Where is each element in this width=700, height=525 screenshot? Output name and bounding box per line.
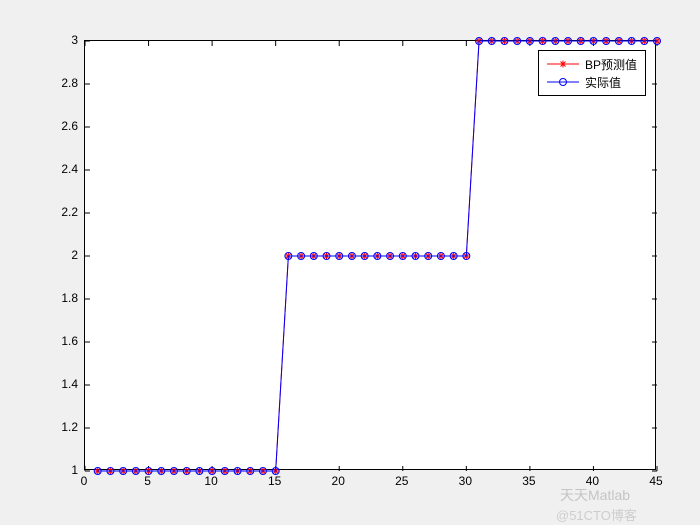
xtick-label: 45 bbox=[649, 474, 662, 488]
xtick-label: 30 bbox=[459, 474, 472, 488]
legend-entry-actual: 实际值 bbox=[545, 73, 639, 91]
watermark-0: 天天Matlab bbox=[560, 485, 630, 505]
xtick-label: 35 bbox=[522, 474, 535, 488]
xtick-label: 25 bbox=[395, 474, 408, 488]
ytick-label: 1.8 bbox=[61, 291, 78, 305]
legend-label: 实际值 bbox=[585, 74, 621, 91]
legend-label: BP预测值 bbox=[585, 56, 637, 73]
xtick-label: 40 bbox=[586, 474, 599, 488]
watermark-1: @51CTO博客 bbox=[556, 505, 637, 524]
legend: BP预测值实际值 bbox=[538, 50, 646, 96]
figure-background: BP预测值实际值 0 5 10 15 20 25 30 35 40 45 1 1.2 1.4 1.6 1.8… bbox=[0, 0, 700, 525]
xtick-label: 10 bbox=[204, 474, 217, 488]
chart-axes bbox=[84, 40, 656, 470]
ytick-label: 2 bbox=[71, 248, 78, 262]
legend-entry-pred: BP预测值 bbox=[545, 55, 639, 73]
legend-swatch-actual bbox=[545, 73, 581, 91]
chart-svg bbox=[85, 41, 657, 471]
xtick-label: 15 bbox=[268, 474, 281, 488]
xtick-label: 0 bbox=[81, 474, 88, 488]
ytick-label: 2.2 bbox=[61, 205, 78, 219]
ytick-label: 2.4 bbox=[61, 162, 78, 176]
ytick-label: 1.4 bbox=[61, 377, 78, 391]
xtick-label: 5 bbox=[144, 474, 151, 488]
ytick-label: 1.6 bbox=[61, 334, 78, 348]
ytick-label: 2.6 bbox=[61, 119, 78, 133]
ytick-label: 2.8 bbox=[61, 76, 78, 90]
xtick-label: 20 bbox=[332, 474, 345, 488]
ytick-label: 1.2 bbox=[61, 420, 78, 434]
legend-swatch-pred bbox=[545, 55, 581, 73]
series-line-actual bbox=[98, 41, 657, 471]
ytick-label: 1 bbox=[71, 463, 78, 477]
ytick-label: 3 bbox=[71, 33, 78, 47]
